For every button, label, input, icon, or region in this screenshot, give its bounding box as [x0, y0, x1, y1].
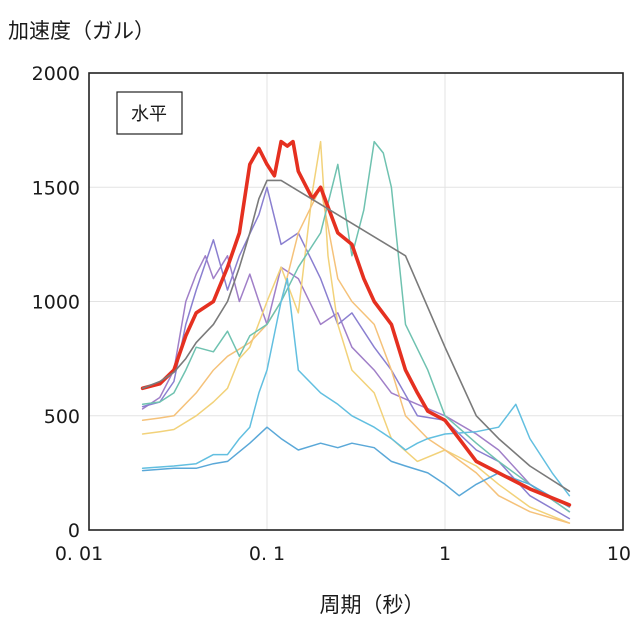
x-tick-label: 0. 01: [55, 543, 103, 565]
x-tick-label: 0. 1: [249, 543, 285, 565]
y-tick-label: 500: [44, 406, 80, 428]
series-line-2: [141, 186, 571, 520]
series-line-3: [141, 140, 571, 524]
series-layer: [140, 139, 572, 524]
series-line-4: [141, 186, 571, 524]
series-line-8: [140, 139, 572, 507]
x-axis-title: 周期（秒）: [320, 593, 425, 617]
grid: [88, 72, 624, 531]
series-line-7: [141, 426, 571, 508]
x-tick-label: 1: [439, 543, 451, 565]
y-tick-labels: 0 500 1000 1500 2000: [32, 63, 80, 542]
series-line-9: [141, 179, 571, 493]
y-tick-label: 1000: [32, 292, 80, 314]
plot-frame: [88, 72, 624, 531]
y-tick-label: 0: [68, 520, 80, 542]
series-line-5: [141, 140, 571, 513]
y-tick-label: 1500: [32, 177, 80, 199]
series-line-6: [141, 277, 571, 497]
x-tick-labels: 0. 01 0. 1 1 10: [55, 543, 631, 565]
x-tick-label: 10: [607, 543, 631, 565]
y-axis-title: 加速度（ガル）: [8, 19, 155, 43]
series-line-1: [141, 255, 571, 513]
y-tick-label: 2000: [32, 63, 80, 85]
annotation-label: 水平: [131, 104, 167, 125]
annotation-box: 水平: [116, 91, 183, 135]
